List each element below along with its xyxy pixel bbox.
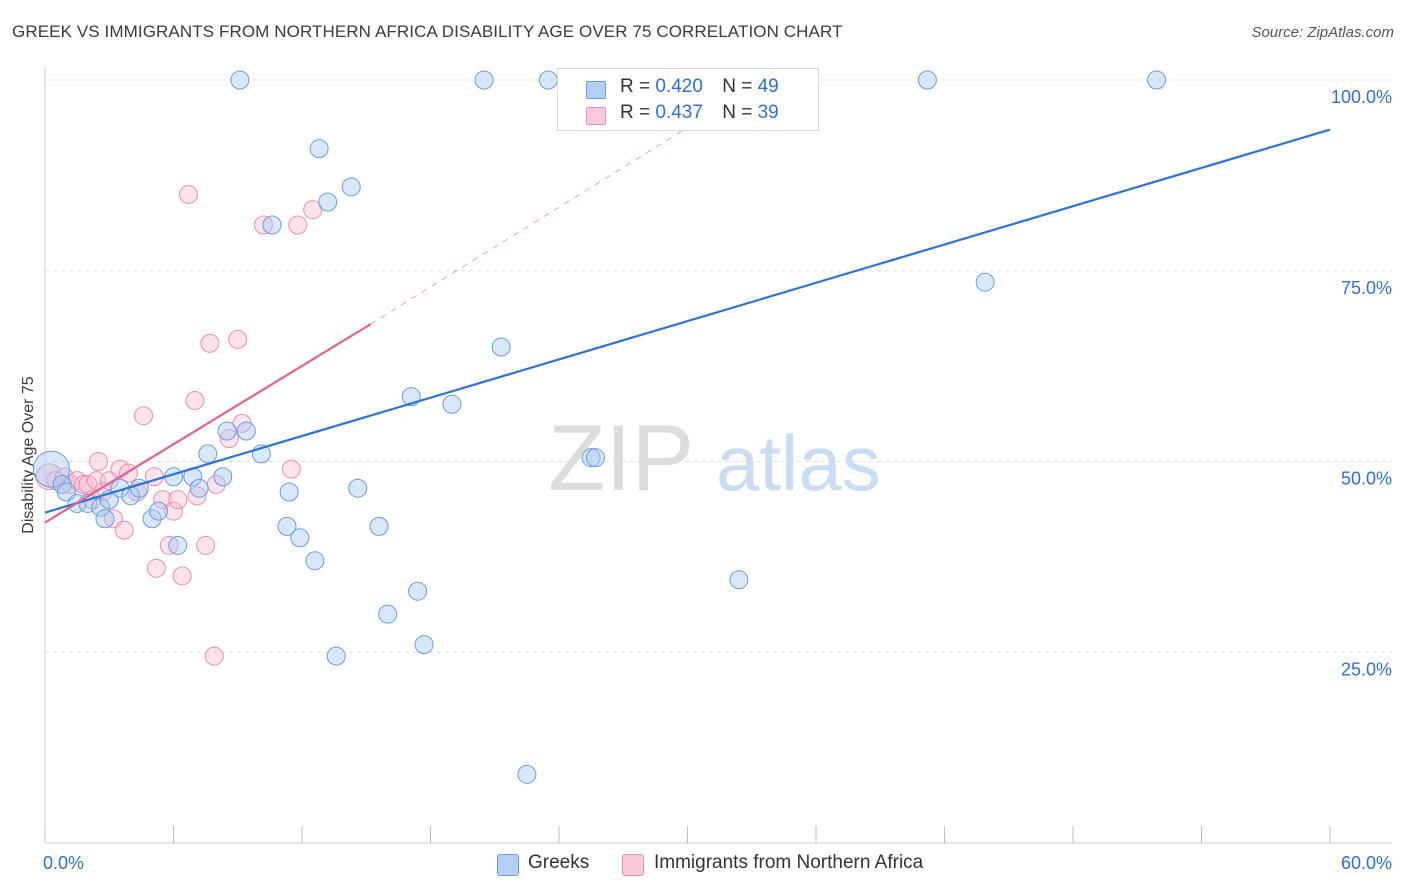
y-tick-label: 75.0% [1341,278,1392,298]
greek-point [168,535,188,555]
africa-point [196,535,216,555]
greek-point [585,448,605,468]
greek-point [318,192,338,212]
greek-point [213,467,233,487]
legend-r-label: R = [620,76,651,97]
legend-row-africa: R = 0.437 N = 39 [586,102,779,125]
greek-point [217,421,237,441]
legend-r-value: 0.437 [655,102,703,123]
africa-point [114,520,134,540]
tick-labels: 25.0% 50.0% 75.0% 100.0% 0.0% 60.0% [43,87,1392,873]
greek-point [326,646,346,666]
africa-point [228,329,248,349]
legend-swatch-africa [622,854,644,876]
watermark-atlas: atlas [716,419,881,507]
greek-point [279,482,299,502]
legend-n-label: N = [722,102,753,123]
greek-trend-line [44,128,1331,514]
greek-point [32,450,70,488]
africa-point [281,459,301,479]
greek-point [408,581,428,601]
legend-n-value: 39 [757,102,779,123]
legend-swatch-greeks [586,81,606,99]
greek-point [149,501,169,521]
x-tick-label: 0.0% [43,853,84,873]
legend-label-greeks: Greeks [528,852,590,873]
greek-point [348,478,368,498]
africa-point [172,566,192,586]
africa-point [288,215,308,235]
greek-point [198,444,218,464]
africa-point [185,390,205,410]
source-credit: Source: ZipAtlas.com [1251,24,1394,41]
africa-point [187,486,207,506]
africa-point [303,200,323,220]
greek-point [1147,70,1167,90]
greek-point [729,570,749,590]
africa-points [35,184,323,666]
legend-swatch-greeks [497,854,519,876]
legend-row-greeks: R = 0.420 N = 49 [586,76,779,99]
africa-point [168,490,188,510]
axes [44,66,1392,844]
africa-trend-line [44,323,372,524]
africa-point [89,452,109,471]
legend-swatch-africa [586,107,606,125]
legend-r-value: 0.420 [655,76,703,97]
africa-point [178,184,198,204]
africa-point [74,474,94,494]
greek-point [917,70,937,90]
greek-point [517,764,537,784]
legend-n-label: N = [722,76,753,97]
africa-point [164,501,183,521]
greek-point [975,272,995,292]
y-tick-label: 25.0% [1341,659,1392,679]
greek-point [474,70,494,90]
africa-point [200,333,220,353]
greek-point [309,139,329,159]
africa-point [134,406,154,426]
greek-point [277,516,297,536]
greek-point [414,635,434,655]
greek-point [538,70,558,90]
greek-point [95,509,115,529]
greek-point [290,528,310,548]
greek-point [236,421,256,441]
y-tick-label: 100.0% [1331,87,1392,107]
x-tick-label: 60.0% [1341,853,1392,873]
africa-point [204,646,224,666]
chart-title: GREEK VS IMMIGRANTS FROM NORTHERN AFRICA… [12,22,843,41]
watermark: ZIP atlas [548,405,881,510]
greek-point [378,604,398,624]
series-legend: Greeks Immigrants from Northern Africa [0,850,1406,878]
greek-points [32,70,1167,784]
greek-point [262,215,282,235]
correlation-legend: R = 0.420 N = 49 R = 0.437 N = 39 [557,68,819,131]
greek-point [369,516,389,536]
greek-point [305,551,325,571]
legend-r-label: R = [620,102,651,123]
watermark-zip: ZIP [548,405,694,510]
greek-point [189,478,209,498]
greek-point [491,337,511,357]
greek-point [442,394,462,414]
gridlines [45,79,1392,653]
greek-point [581,448,601,468]
greek-point [341,177,361,197]
legend-n-value: 49 [757,76,779,97]
greek-point [142,509,162,529]
greek-point [230,70,250,90]
africa-point [35,463,63,491]
africa-point [219,429,239,449]
africa-point [146,558,166,578]
legend-label-africa: Immigrants from Northern Africa [654,852,924,873]
y-tick-label: 50.0% [1341,469,1392,489]
